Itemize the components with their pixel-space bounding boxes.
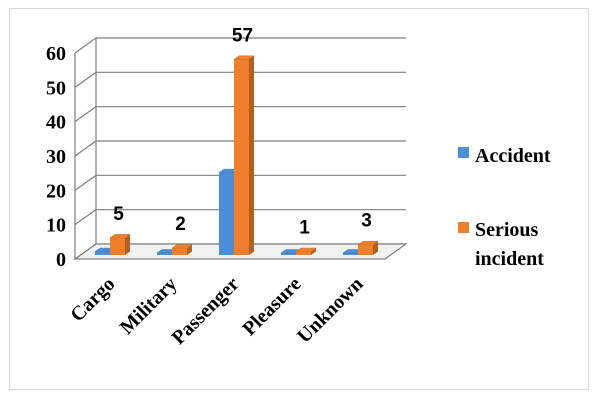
y-axis-ticks: 0 10 20 30 40 50 60 — [46, 43, 66, 271]
data-label: 1 — [299, 218, 310, 239]
y-tick-label: 0 — [56, 249, 66, 271]
category-label: Passenger — [167, 273, 243, 349]
legend-label-serious: Serious — [475, 219, 539, 241]
legend-swatch-serious-incident — [458, 222, 469, 233]
y-tick-label: 40 — [46, 112, 66, 134]
data-label: 57 — [232, 25, 253, 46]
y-tick-label: 20 — [46, 180, 66, 202]
gridline-diagonal — [74, 37, 97, 54]
bar-serious-incident — [357, 240, 379, 255]
legend-label-incident: incident — [475, 248, 544, 270]
category-label: Cargo — [66, 273, 119, 326]
bar-serious-incident — [295, 247, 317, 255]
chart-frame — [9, 8, 589, 390]
data-label: 2 — [175, 214, 186, 235]
gridline-diagonal — [74, 209, 97, 226]
legend-label-accident: Accident — [475, 145, 551, 167]
y-tick-label: 50 — [46, 77, 66, 99]
bars — [94, 55, 379, 255]
bar-serious-incident — [233, 55, 255, 255]
data-labels: 5 2 57 1 3 — [113, 25, 372, 238]
y-tick-label: 60 — [46, 43, 66, 65]
data-label: 5 — [113, 204, 124, 225]
gridline-diagonal — [74, 106, 97, 123]
gridline-diagonal — [74, 174, 97, 191]
y-tick-label: 10 — [46, 215, 66, 237]
legend: Accident Serious incident — [458, 145, 551, 270]
bar-serious-incident — [109, 234, 131, 255]
gridline-diagonal — [74, 140, 97, 157]
y-tick-label: 30 — [46, 146, 66, 168]
category-label: Unknown — [293, 273, 368, 348]
bar-serious-incident — [171, 244, 193, 255]
gridline-diagonal — [74, 71, 97, 88]
legend-swatch-accident — [458, 147, 469, 158]
data-label: 3 — [361, 211, 372, 232]
